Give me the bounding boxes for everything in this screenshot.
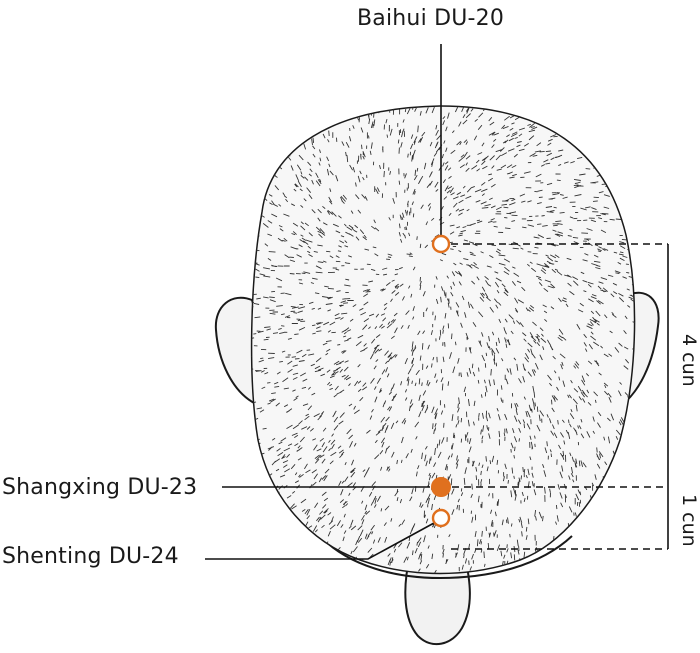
skull-outline xyxy=(250,105,636,575)
label-4-cun: 4 cun xyxy=(678,334,700,387)
baihui-marker xyxy=(431,234,451,254)
shenting-label: Shenting DU-24 xyxy=(2,544,179,569)
brow-line xyxy=(321,535,573,580)
shangxing-label: Shangxing DU-23 xyxy=(2,475,198,500)
baihui-label: Baihui DU-20 xyxy=(357,6,505,31)
shenting-leader-line xyxy=(205,522,435,560)
shenting-marker xyxy=(431,508,451,528)
label-1-cun: 1 cun xyxy=(678,494,700,547)
shangxing-marker xyxy=(431,477,451,497)
